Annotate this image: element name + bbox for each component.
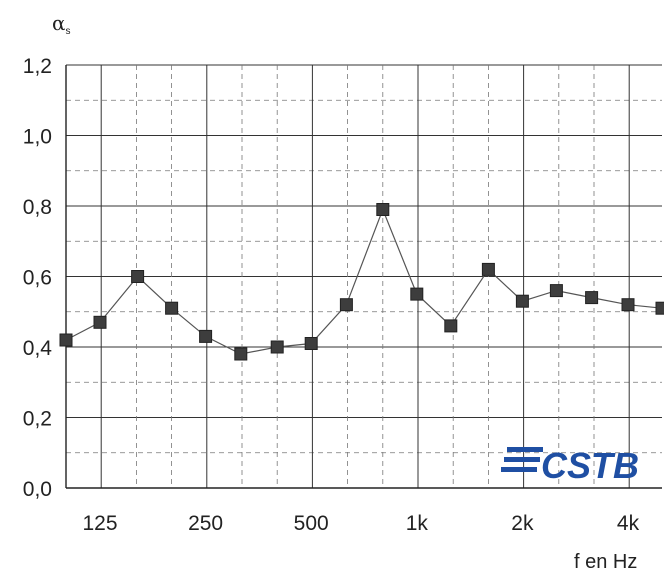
y-tick-label: 0,4 (23, 337, 53, 360)
y-tick-label: 1,2 (23, 55, 52, 78)
data-point (165, 301, 179, 315)
data-point (270, 340, 284, 354)
data-point (481, 262, 495, 276)
x-axis-label: f en Hz (574, 551, 637, 573)
data-point (549, 284, 563, 298)
x-tick-label: 2k (511, 512, 534, 535)
logo-text: CSTB (541, 445, 639, 486)
data-point (93, 315, 107, 329)
data-point (515, 294, 529, 308)
x-tick-label: 500 (294, 512, 329, 535)
x-tick-label: 250 (188, 512, 223, 535)
series-line (59, 203, 664, 361)
y-tick-label: 0,8 (23, 196, 52, 219)
data-point (234, 347, 248, 361)
data-point (339, 298, 353, 312)
x-tick-label: 1k (406, 512, 429, 535)
data-point (59, 333, 73, 347)
data-point (444, 319, 458, 333)
data-point (655, 301, 664, 315)
data-point (410, 287, 424, 301)
grid (65, 64, 662, 489)
y-tick-label: 1,0 (23, 126, 52, 149)
data-point (304, 337, 318, 350)
y-tick-label: 0,2 (23, 408, 52, 431)
data-point (131, 270, 145, 283)
x-tick-label: 125 (82, 512, 117, 535)
y-tick-label: 0,6 (23, 267, 52, 290)
y-axis-label: αs (52, 11, 71, 37)
x-tick-labels: 125 250 500 1k 2k 4k (82, 512, 639, 535)
data-point (585, 291, 599, 305)
x-tick-label: 4k (617, 512, 640, 535)
data-point (199, 329, 213, 343)
data-point (621, 298, 635, 312)
data-point (376, 203, 390, 216)
y-tick-labels: 0,0 0,2 0,4 0,6 0,8 1,0 1,2 (23, 55, 53, 501)
series-line-path (65, 207, 663, 355)
y-tick-label: 0,0 (23, 478, 52, 501)
cstb-logo: CSTB (501, 445, 639, 486)
